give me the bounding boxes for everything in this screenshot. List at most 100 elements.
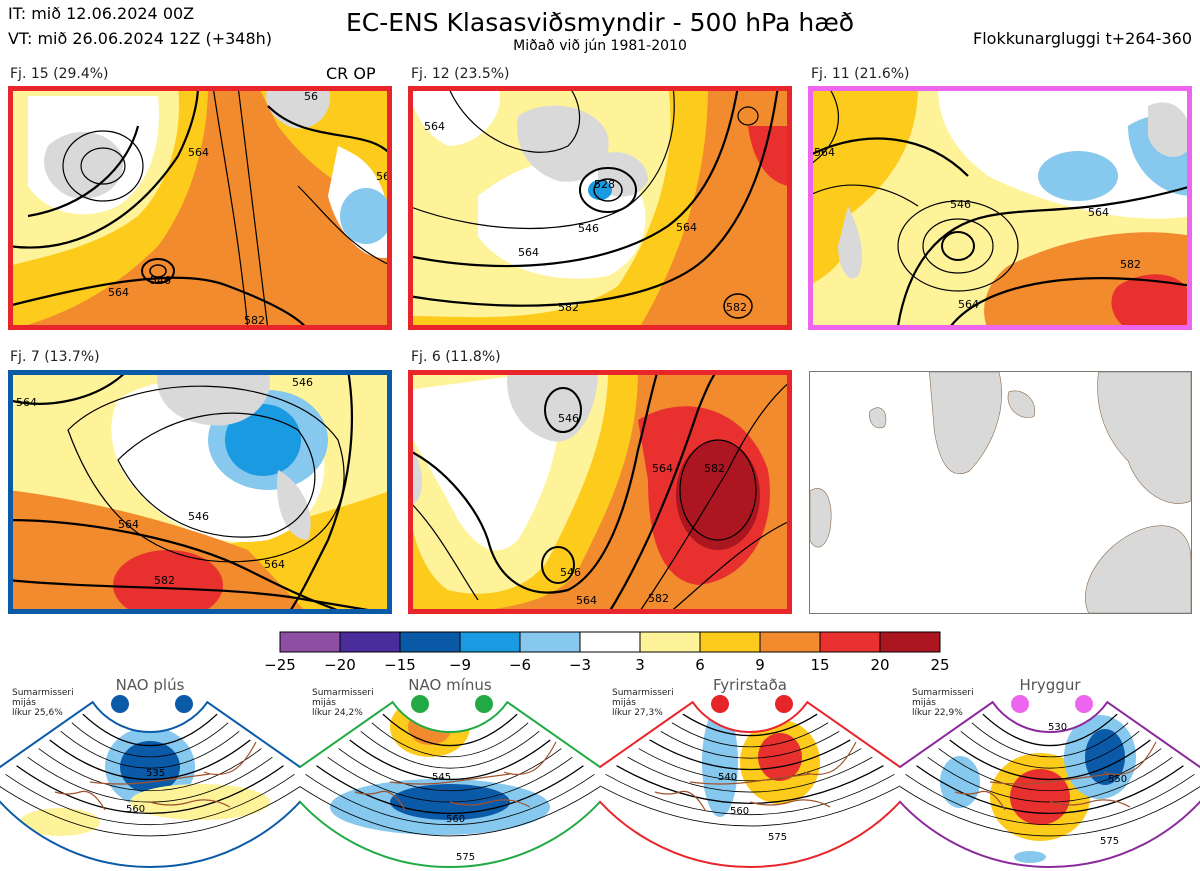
contour-label: 564 bbox=[652, 462, 673, 475]
height-contour bbox=[0, 782, 300, 837]
anomaly-blob bbox=[1010, 769, 1070, 825]
empty-basemap bbox=[809, 371, 1192, 614]
initial-time: IT: mið 12.06.2024 00Z bbox=[8, 4, 195, 23]
regime-dot bbox=[475, 695, 493, 713]
height-contour bbox=[360, 731, 540, 769]
contour-label: 535 bbox=[146, 768, 165, 779]
contour-label: 564 bbox=[576, 594, 597, 607]
height-contour bbox=[371, 722, 529, 758]
height-contour bbox=[605, 773, 895, 816]
contour-label: 564 bbox=[1088, 206, 1109, 219]
contour-label: 560 bbox=[730, 806, 749, 817]
coastline bbox=[449, 799, 531, 808]
colorbar-tick-label: 6 bbox=[695, 656, 705, 674]
contour-label: 575 bbox=[456, 852, 475, 863]
panel-label-5: Fj. 6 (11.8%) bbox=[411, 349, 501, 365]
colorbar-bin bbox=[819, 631, 881, 653]
contour-label: 575 bbox=[1100, 836, 1119, 847]
regime-frame bbox=[600, 700, 900, 868]
coastline bbox=[749, 799, 831, 808]
coastline bbox=[54, 790, 106, 811]
cluster-map-4: 546 564 564 582 546 564 bbox=[8, 370, 392, 614]
panel-label-2: Fj. 12 (23.5%) bbox=[411, 66, 510, 82]
contour-label: 564 bbox=[376, 170, 392, 183]
coastline bbox=[354, 790, 406, 811]
coastline bbox=[654, 790, 706, 811]
height-contour bbox=[349, 739, 551, 781]
contour-label: 564 bbox=[118, 518, 139, 531]
chart-subtitle: Miðað við jún 1981-2010 bbox=[513, 38, 687, 54]
height-contour bbox=[382, 713, 518, 747]
coastline bbox=[89, 773, 211, 785]
regime-info: Sumarmisseri mijás líkur 25,6% bbox=[12, 688, 74, 718]
regime-name: NAO plús bbox=[115, 676, 185, 694]
regime-info: Sumarmisseri mijás líkur 22,9% bbox=[912, 688, 974, 718]
height-contour bbox=[649, 739, 851, 770]
cluster-map-1: 564 546 564 582 564 56 bbox=[8, 86, 392, 330]
panel-label-3: Fj. 11 (21.6%) bbox=[811, 66, 910, 82]
contour-label: 582 bbox=[558, 301, 579, 314]
coastline bbox=[803, 741, 857, 776]
contour-label: 582 bbox=[1120, 258, 1141, 271]
chart-title: EC-ENS Klasasviðsmyndir - 500 hPa hæð bbox=[345, 8, 855, 37]
coastline bbox=[1049, 799, 1131, 808]
regime-dot bbox=[1011, 695, 1029, 713]
coastline bbox=[954, 790, 1006, 811]
anomaly-blob bbox=[702, 707, 738, 817]
colorbar-bin bbox=[579, 631, 641, 653]
height-contour bbox=[638, 748, 862, 782]
coastline bbox=[989, 773, 1111, 785]
colorbar-bin bbox=[879, 631, 941, 653]
cluster-map-2: 528 546 564 582 582 564 564 bbox=[408, 86, 792, 330]
coastline bbox=[149, 799, 231, 808]
coastline bbox=[689, 773, 811, 785]
height-contour bbox=[305, 773, 595, 825]
contour-label: 582 bbox=[244, 314, 265, 327]
colorbar-bin bbox=[699, 631, 761, 653]
contour-label: 564 bbox=[958, 298, 979, 311]
regime-mean: mijás bbox=[912, 698, 936, 708]
classification-window: Flokkunargluggi t+264-360 bbox=[973, 29, 1192, 48]
contour-label: 545 bbox=[432, 772, 451, 783]
height-contour bbox=[971, 722, 1129, 758]
colorbar-tick-label: −20 bbox=[324, 656, 356, 674]
colorbar-tick-label: 15 bbox=[810, 656, 829, 674]
colorbar-tick-label: −25 bbox=[264, 656, 296, 674]
panel-label-1: Fj. 15 (29.4%) bbox=[10, 66, 109, 82]
contour-label: 56 bbox=[304, 90, 318, 103]
colorbar-bin bbox=[459, 631, 521, 653]
height-contour bbox=[627, 756, 873, 793]
regime-name: Hryggur bbox=[1019, 676, 1081, 694]
regime-mean: mijás bbox=[12, 698, 36, 708]
regime-season: Sumarmisseri bbox=[912, 688, 974, 698]
regime-season: Sumarmisseri bbox=[12, 688, 74, 698]
contour-label: 540 bbox=[718, 772, 737, 783]
contour-label: 582 bbox=[154, 574, 175, 587]
regime-probability: líkur 24,2% bbox=[312, 708, 363, 718]
regime-probability: líkur 27,3% bbox=[612, 708, 663, 718]
regime-season: Sumarmisseri bbox=[612, 688, 674, 698]
regime-dot bbox=[775, 695, 793, 713]
colorbar-bin bbox=[759, 631, 821, 653]
anomaly-blob bbox=[758, 733, 802, 781]
contour-label: 546 bbox=[292, 376, 313, 389]
colorbar: −25 −20 −15 −9 −6 −3 3 6 9 15 20 25 bbox=[264, 631, 950, 674]
regime-map: 530 550 575 bbox=[900, 695, 1200, 868]
contour-label: 564 bbox=[814, 146, 835, 159]
cluster-map-3: 546 564 582 564 564 bbox=[808, 86, 1192, 330]
regime-dot bbox=[1075, 695, 1093, 713]
regime-nao-minus: 545 560 575 NAO mínus Sumarmisseri mijás l… bbox=[300, 672, 600, 871]
height-contour bbox=[300, 782, 600, 837]
height-contour bbox=[949, 739, 1151, 781]
regime-probability: líkur 25,6% bbox=[12, 708, 63, 718]
height-contour bbox=[671, 722, 829, 748]
anomaly-blob bbox=[130, 784, 270, 820]
regime-name: Fyrirstaða bbox=[713, 676, 787, 694]
height-contour bbox=[982, 713, 1118, 747]
contour-label: 582 bbox=[726, 301, 747, 314]
contour-label: 564 bbox=[108, 286, 129, 299]
regime-map: 540 560 575 bbox=[600, 695, 900, 868]
colorbar-tick-label: −15 bbox=[384, 656, 416, 674]
colorbar-tick-label: −9 bbox=[449, 656, 471, 674]
height-contour bbox=[71, 722, 229, 758]
